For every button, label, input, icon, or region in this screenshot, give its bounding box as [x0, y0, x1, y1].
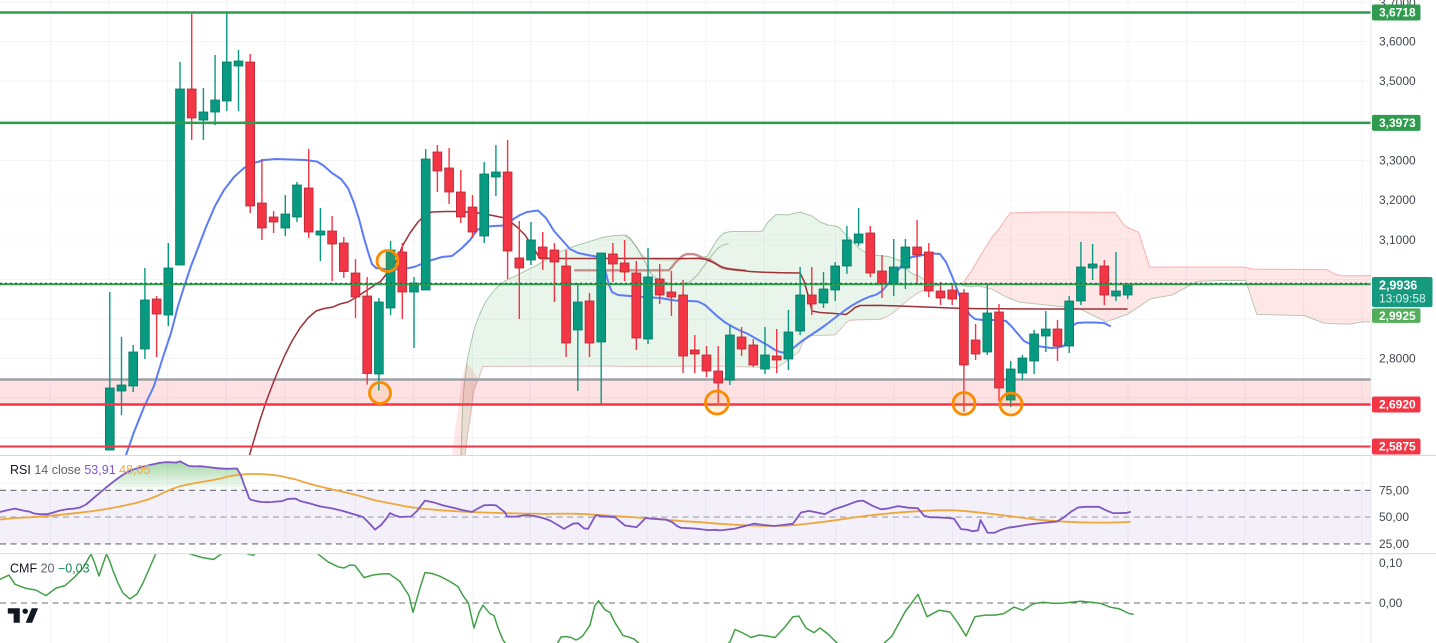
svg-text:3,3000: 3,3000 — [1379, 154, 1416, 168]
svg-text:2,9925: 2,9925 — [1379, 309, 1416, 323]
svg-text:75,00: 75,00 — [1379, 483, 1409, 497]
svg-text:3,6718: 3,6718 — [1379, 6, 1416, 20]
svg-text:RSI 14 close 53,91 48,05: RSI 14 close 53,91 48,05 — [10, 463, 150, 477]
svg-text:3,2000: 3,2000 — [1379, 193, 1416, 207]
svg-text:3,5000: 3,5000 — [1379, 74, 1416, 88]
svg-text:3,6000: 3,6000 — [1379, 35, 1416, 49]
svg-text:0,10: 0,10 — [1379, 556, 1403, 570]
svg-text:0,00: 0,00 — [1379, 596, 1403, 610]
svg-text:2,5875: 2,5875 — [1379, 440, 1416, 454]
svg-text:25,00: 25,00 — [1379, 537, 1409, 551]
svg-text:50,00: 50,00 — [1379, 510, 1409, 524]
svg-text:CMF 20 −0,03: CMF 20 −0,03 — [10, 562, 90, 576]
svg-text:2,6920: 2,6920 — [1379, 398, 1416, 412]
svg-text:2,8000: 2,8000 — [1379, 352, 1416, 366]
svg-text:3,3973: 3,3973 — [1379, 116, 1416, 130]
svg-text:13:09:58: 13:09:58 — [1379, 292, 1426, 306]
svg-text:3,1000: 3,1000 — [1379, 233, 1416, 247]
svg-text:2,9936: 2,9936 — [1379, 279, 1417, 293]
